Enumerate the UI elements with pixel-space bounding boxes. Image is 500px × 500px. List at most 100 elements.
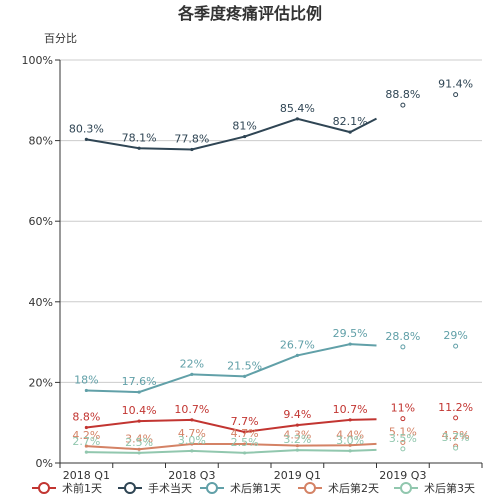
x-axis: 2018 Q1 2018 Q3 2019 Q1 2019 Q3: [59, 60, 483, 482]
legend-marker: [124, 482, 136, 494]
data-label: 4.4%: [336, 428, 364, 441]
data-label: 3.2%: [283, 433, 311, 446]
legend-item[interactable]: 术后第3天: [394, 481, 475, 495]
data-point: [400, 344, 406, 350]
data-point: [190, 418, 194, 422]
y-axis-ticks: 0% 20% 40% 60% 80% 100%: [22, 54, 60, 470]
data-point: [453, 415, 459, 421]
data-point: [137, 447, 141, 451]
data-point: [400, 439, 406, 445]
data-label: 10.7%: [174, 403, 209, 416]
data-label: 4.7%: [231, 427, 259, 440]
data-point: [348, 342, 352, 346]
legend-item[interactable]: 术前1天: [32, 481, 102, 495]
grid-lines: [60, 59, 482, 383]
legend-label: 手术当天: [148, 481, 192, 495]
data-label: 91.4%: [438, 78, 473, 91]
data-label: 3.5%: [389, 432, 417, 445]
data-label: 2.7%: [72, 435, 100, 448]
data-label: 3.7%: [442, 431, 470, 444]
data-label: 11%: [391, 402, 415, 415]
data-point: [295, 117, 299, 121]
y-tick-label: 0%: [36, 457, 53, 470]
data-labels: 8.8% 10.4% 10.7% 7.7% 9.4% 10.7% 11% 11.2% 80.3%…: [69, 78, 473, 449]
data-point: [84, 388, 88, 393]
data-point: [295, 353, 299, 357]
data-label: 26.7%: [280, 338, 315, 351]
data-label: 5.1%: [389, 425, 417, 438]
y-tick-label: 60%: [29, 215, 53, 228]
data-point: [453, 445, 459, 451]
data-label: 10.7%: [333, 403, 368, 416]
legend-item[interactable]: 术后第2天: [298, 481, 379, 495]
data-point: [243, 374, 247, 378]
data-label: 82.1%: [333, 115, 368, 128]
data-label: 80.3%: [69, 122, 104, 135]
data-label: 4.2%: [442, 429, 470, 442]
data-label: 78.1%: [122, 131, 157, 144]
data-point: [295, 448, 299, 452]
data-label: 22%: [180, 357, 204, 370]
data-label: 2.5%: [231, 436, 259, 449]
y-axis-label: 百分比: [44, 32, 77, 45]
data-label: 3.0%: [336, 434, 364, 447]
data-point: [243, 442, 247, 446]
data-label: 21.5%: [227, 359, 262, 372]
data-point: [190, 449, 194, 453]
data-point: [137, 419, 141, 423]
data-label: 10.4%: [122, 404, 157, 417]
data-label: 2.5%: [125, 436, 153, 449]
data-point: [348, 443, 352, 447]
data-point: [84, 450, 88, 454]
data-point: [243, 451, 247, 455]
data-point: [295, 423, 299, 427]
data-point: [137, 451, 141, 455]
data-point: [400, 446, 406, 452]
x-tick-label: 2019 Q3: [379, 469, 426, 482]
x-tick-label: 2019 Q1: [274, 469, 321, 482]
data-label: 4.2%: [72, 429, 100, 442]
data-point: [137, 146, 141, 150]
y-tick-label: 80%: [29, 135, 53, 148]
data-label: 11.2%: [438, 401, 473, 414]
data-label: 88.8%: [385, 88, 420, 101]
legend-marker: [206, 482, 218, 494]
data-point: [190, 442, 194, 446]
data-point: [400, 416, 406, 422]
data-label: 4.7%: [178, 427, 206, 440]
legend-item[interactable]: 手术当天: [118, 481, 192, 495]
legend-label: 术前1天: [62, 481, 102, 495]
data-label: 85.4%: [280, 102, 315, 115]
data-label: 28.8%: [385, 330, 420, 343]
data-point: [190, 147, 194, 152]
y-tick-label: 20%: [29, 376, 53, 389]
data-point: [453, 92, 459, 98]
data-label: 3.0%: [178, 434, 206, 447]
legend-item[interactable]: 术后第1天: [200, 481, 281, 495]
data-point: [348, 130, 352, 134]
data-label: 18%: [74, 373, 98, 386]
data-point: [348, 418, 352, 422]
chart-title: 各季度疼痛评估比例: [177, 4, 322, 23]
data-point: [84, 444, 88, 448]
y-tick-label: 100%: [22, 54, 53, 67]
legend-label: 术后第2天: [328, 481, 379, 495]
data-point: [190, 372, 194, 376]
data-label: 8.8%: [72, 411, 100, 424]
data-label: 17.6%: [122, 375, 157, 388]
data-label: 4.3%: [283, 429, 311, 442]
data-point: [243, 430, 247, 434]
data-point: [84, 425, 88, 430]
data-label: 77.8%: [174, 132, 209, 145]
data-point: [84, 137, 88, 141]
data-point: [453, 343, 459, 349]
data-label: 81%: [232, 120, 256, 133]
data-label: 29%: [443, 329, 467, 342]
data-label: 29.5%: [333, 327, 368, 340]
legend[interactable]: 术前1天 手术当天 术后第1天 术后第2天 术后第3天: [32, 481, 475, 495]
data-point: [400, 102, 406, 108]
data-point: [295, 444, 299, 448]
data-point: [348, 449, 352, 453]
legend-marker: [304, 482, 316, 494]
